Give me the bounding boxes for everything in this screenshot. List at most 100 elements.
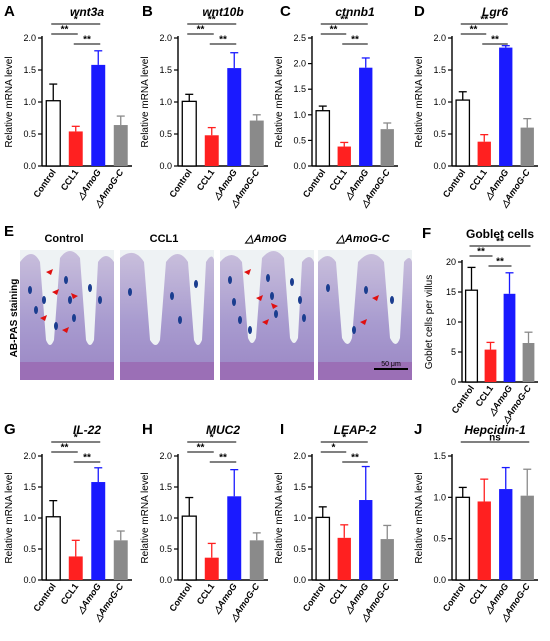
bar-f-1 xyxy=(484,349,497,382)
bar-b-1 xyxy=(204,135,219,166)
category-label-b-0: Control xyxy=(167,167,194,199)
chart-j: J Hepcidin-1 Relative mRNA level 0.0 0.5 1.0 1… xyxy=(414,421,538,624)
y-tick-label-g: 1.5 xyxy=(23,482,36,492)
bar-j-0 xyxy=(455,496,471,581)
chart-title-c: ctnnb1 xyxy=(335,5,375,19)
chart-title-d: Lgr6 xyxy=(482,5,508,19)
y-tick-label-c: 2.0 xyxy=(293,59,306,69)
bar-g-2 xyxy=(91,482,106,580)
y-tick-label-h: 2.0 xyxy=(159,451,172,461)
image-label-amog-c: △AmoG-C xyxy=(335,233,390,245)
bar-d-0 xyxy=(455,99,471,167)
y-tick-label-a: 1.0 xyxy=(23,97,36,107)
image-label-ccl1: CCL1 xyxy=(150,233,179,245)
category-label-i-0: Control xyxy=(301,581,328,613)
panel-letter-d: D xyxy=(414,3,425,20)
y-tick-label-j: 0.5 xyxy=(433,534,446,544)
category-label-b-1: CCL1 xyxy=(195,167,217,192)
panel-letter-i: I xyxy=(280,421,284,438)
y-axis-label-j: Relative mRNA level xyxy=(414,472,425,563)
category-label-h-0: Control xyxy=(167,581,194,613)
category-label-i-1: CCL1 xyxy=(327,581,349,606)
chart-title-g: IL-22 xyxy=(73,423,101,437)
chart-f: F Goblet cells Goblet cells per villus 0 5 10… xyxy=(422,225,538,426)
bar-j-3 xyxy=(520,495,534,580)
y-tick-label-c: 2.5 xyxy=(293,33,306,43)
significance-label-i: ** xyxy=(351,453,359,464)
significance-label-g: ** xyxy=(83,453,91,464)
category-label-a-1: CCL1 xyxy=(59,167,81,192)
panel-e: E AB-PAS staining Control CCL1 △AmoG △Am… xyxy=(4,223,412,380)
significance-label-c: ** xyxy=(351,35,359,46)
bar-f-2 xyxy=(503,293,516,382)
bar-c-1 xyxy=(337,146,351,166)
y-tick-label-f: 15 xyxy=(446,287,456,297)
category-label-j-0: Control xyxy=(441,581,468,613)
significance-label-i: * xyxy=(342,433,346,444)
y-axis-label-d: Relative mRNA level xyxy=(414,56,425,147)
category-label-d-0: Control xyxy=(441,167,468,199)
bar-i-2 xyxy=(359,500,373,580)
significance-label-a: ** xyxy=(61,25,69,36)
bar-i-0 xyxy=(315,516,331,581)
significance-label-h: * xyxy=(210,433,214,444)
y-tick-label-d: 1.0 xyxy=(433,97,446,107)
category-label-j-1: CCL1 xyxy=(467,581,489,606)
y-tick-label-h: 1.0 xyxy=(159,513,172,523)
significance-label-d: ** xyxy=(480,15,488,26)
y-tick-label-i: 0.0 xyxy=(293,575,306,585)
y-axis-label-b: Relative mRNA level xyxy=(140,56,151,147)
bar-d-2 xyxy=(499,47,513,166)
category-label-f-0: Control xyxy=(450,383,477,415)
bar-h-1 xyxy=(204,557,219,580)
y-axis-label-g: Relative mRNA level xyxy=(4,472,15,563)
y-tick-label-j: 1.0 xyxy=(433,492,446,502)
y-tick-label-c: 0.0 xyxy=(293,161,306,171)
panel-letter-e: E xyxy=(4,223,14,240)
y-tick-label-a: 0.0 xyxy=(23,161,36,171)
bar-b-2 xyxy=(227,68,242,166)
chart-i: I LEAP-2 Relative mRNA level 0.0 0.5 1.0 1.5 2.… xyxy=(274,421,398,624)
y-tick-label-c: 1.0 xyxy=(293,110,306,120)
y-axis-label-a: Relative mRNA level xyxy=(4,56,15,147)
y-tick-label-f: 20 xyxy=(446,257,456,267)
y-tick-label-d: 0.0 xyxy=(433,161,446,171)
panel-e-ylabel: AB-PAS staining xyxy=(9,279,20,358)
significance-label-a: ** xyxy=(83,35,91,46)
bar-d-1 xyxy=(477,141,491,166)
y-tick-label-b: 0.5 xyxy=(159,129,172,139)
y-tick-label-a: 1.5 xyxy=(23,65,36,75)
category-label-c-0: Control xyxy=(301,167,328,199)
bar-b-3 xyxy=(249,120,264,166)
bar-c-0 xyxy=(315,110,331,167)
significance-label-h: ** xyxy=(197,443,205,454)
scale-bar xyxy=(374,368,408,370)
y-tick-label-h: 0.0 xyxy=(159,575,172,585)
y-axis-label-c: Relative mRNA level xyxy=(274,56,285,147)
bar-g-0 xyxy=(45,516,61,581)
scale-bar-label: 50 μm xyxy=(381,361,401,368)
chart-title-a: wnt3a xyxy=(70,5,104,19)
category-label-g-1: CCL1 xyxy=(59,581,81,606)
significance-label-d: ** xyxy=(491,35,499,46)
y-tick-label-a: 0.5 xyxy=(23,129,36,139)
y-tick-label-f: 5 xyxy=(451,347,456,357)
bar-g-3 xyxy=(113,540,128,580)
y-tick-label-h: 1.5 xyxy=(159,482,172,492)
bar-h-3 xyxy=(249,540,264,580)
y-tick-label-c: 1.5 xyxy=(293,84,306,94)
chart-g: G IL-22 Relative mRNA level 0.0 0.5 1.0 1.5 2.0… xyxy=(4,421,132,624)
panel-letter-b: B xyxy=(142,3,153,20)
histology-image-ccl1 xyxy=(120,250,214,380)
y-tick-label-i: 2.0 xyxy=(293,451,306,461)
significance-label-j: ns xyxy=(489,433,501,444)
significance-label-i: * xyxy=(332,443,336,454)
y-tick-label-b: 1.0 xyxy=(159,97,172,107)
chart-title-i: LEAP-2 xyxy=(334,423,377,437)
significance-label-f: ** xyxy=(496,257,504,268)
bar-i-3 xyxy=(380,539,394,580)
image-label-control: Control xyxy=(44,233,83,245)
panel-letter-j: J xyxy=(414,421,422,438)
panel-letter-a: A xyxy=(4,3,15,20)
